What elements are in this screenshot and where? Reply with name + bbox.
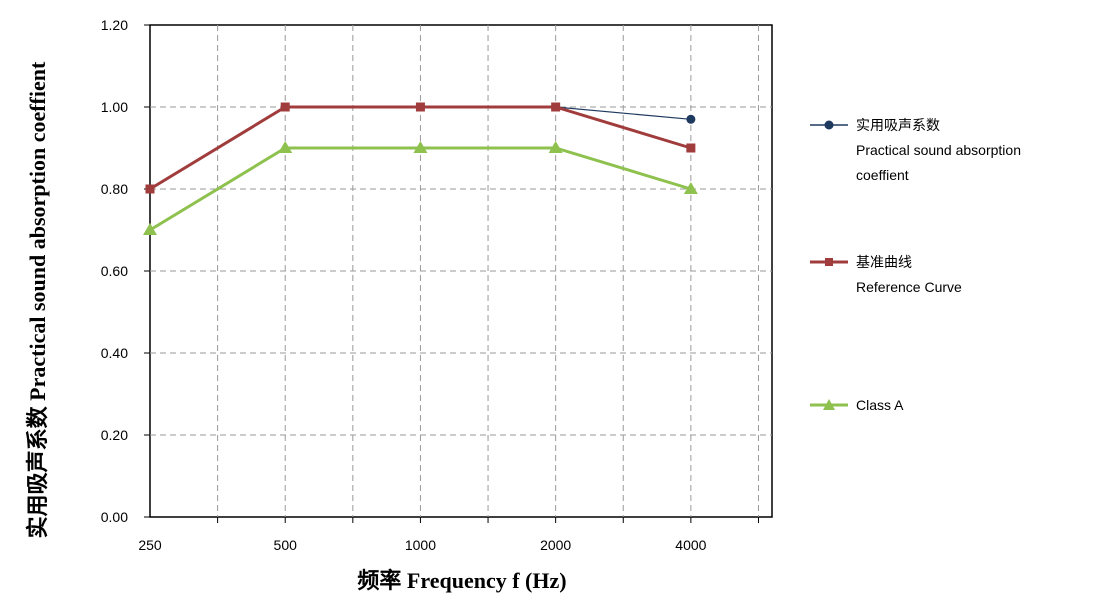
x-axis: 250 500 1000 2000 4000 xyxy=(138,517,759,553)
y-axis: 0.00 0.20 0.40 0.60 0.80 1.00 1.20 xyxy=(101,17,150,525)
data-point xyxy=(548,141,563,153)
y-tick-label: 0.00 xyxy=(101,509,128,525)
legend-label-reference-1: 基准曲线 xyxy=(856,254,912,270)
y-tick-label: 1.00 xyxy=(101,99,128,115)
legend-label-practical-1: 实用吸声系数 xyxy=(856,117,940,133)
series-2 xyxy=(143,141,698,235)
legend-marker-practical xyxy=(824,120,834,130)
data-point xyxy=(686,114,696,124)
data-point xyxy=(683,182,698,194)
x-tick-label: 4000 xyxy=(675,537,706,553)
legend-marker-class-a xyxy=(823,399,835,410)
data-point xyxy=(551,102,561,112)
y-tick-label: 0.20 xyxy=(101,427,128,443)
x-tick-label: 250 xyxy=(138,537,162,553)
y-axis-title: 实用吸声系数 Practical sound absorption coeffi… xyxy=(25,61,50,538)
data-point xyxy=(415,102,425,112)
series-1 xyxy=(145,102,696,194)
legend-entry-reference: 基准曲线 Reference Curve xyxy=(810,254,962,295)
legend-label-reference-2: Reference Curve xyxy=(856,279,962,295)
legend: 实用吸声系数 Practical sound absorption coeffi… xyxy=(810,117,1021,413)
y-tick-label: 0.60 xyxy=(101,263,128,279)
data-point xyxy=(278,141,293,153)
x-tick-label: 2000 xyxy=(540,537,571,553)
series-layer xyxy=(143,102,698,235)
grid xyxy=(150,25,772,517)
y-tick-label: 0.80 xyxy=(101,181,128,197)
data-point xyxy=(280,102,290,112)
legend-label-practical-3: coeffient xyxy=(856,167,909,183)
data-point xyxy=(413,141,428,153)
data-point xyxy=(686,143,696,153)
data-point xyxy=(143,223,157,235)
data-point xyxy=(145,184,155,194)
y-tick-label: 0.40 xyxy=(101,345,128,361)
legend-marker-reference xyxy=(825,258,833,266)
legend-label-class-a: Class A xyxy=(856,397,904,413)
y-tick-label: 1.20 xyxy=(101,17,128,33)
legend-entry-practical: 实用吸声系数 Practical sound absorption coeffi… xyxy=(810,117,1021,183)
legend-entry-class-a: Class A xyxy=(810,397,904,413)
x-tick-label: 500 xyxy=(274,537,298,553)
x-tick-label: 1000 xyxy=(405,537,436,553)
legend-label-practical-2: Practical sound absorption xyxy=(856,142,1021,158)
x-axis-title: 频率 Frequency f (Hz) xyxy=(357,568,566,593)
